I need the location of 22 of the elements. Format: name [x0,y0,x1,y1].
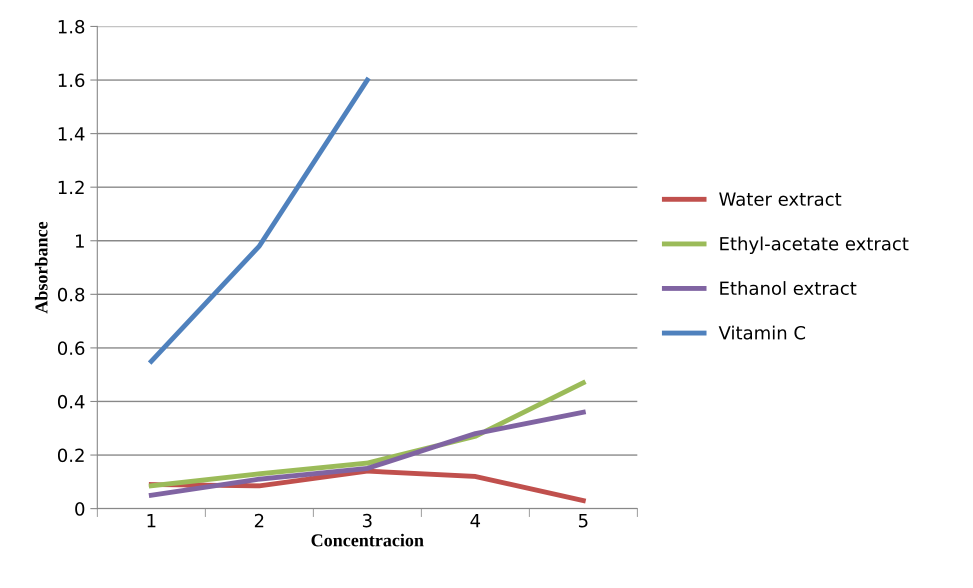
y-tick-label: 1.6 [58,73,84,88]
legend-label: Water extract [719,192,842,206]
legend-label: Vitamin C [718,326,806,340]
y-tick-label: 0.4 [58,394,84,409]
x-tick-label: 5 [578,514,588,528]
y-tick-label: 1.4 [58,127,84,140]
y-tick-label: 1.2 [58,180,84,194]
y-axis-title: Absorbance [34,222,48,314]
x-tick-label: 2 [254,514,264,528]
y-tick-label: 0.2 [58,448,84,462]
y-tick-label: 0 [75,502,84,516]
y-tick-label: 1 [76,234,84,248]
legend-label: Ethyl-acetate extract [720,236,908,254]
x-tick-label: 3 [362,514,372,528]
x-tick-label: 4 [470,514,480,528]
x-tick-label: 1 [148,514,156,528]
y-tick-label: 0.6 [58,341,84,356]
line-series [148,410,586,498]
y-tick-label: 0.8 [58,288,84,302]
legend-label: Ethanol extract [720,281,856,296]
x-axis-title: Concentracion [312,534,424,546]
y-tick-label: 1.8 [58,20,84,34]
